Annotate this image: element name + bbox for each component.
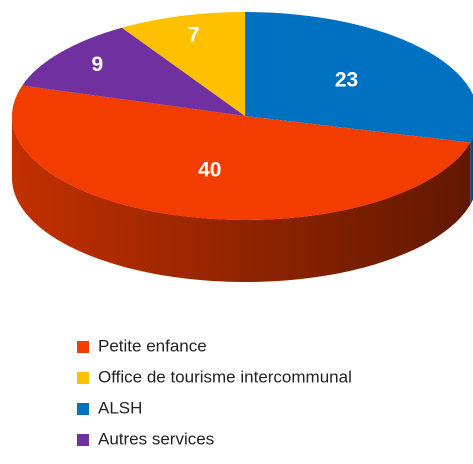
slice — [22, 27, 246, 116]
legend-swatch — [77, 372, 89, 384]
legend-swatch — [77, 341, 89, 353]
slice-side-shade — [12, 116, 471, 283]
legend-swatch — [77, 434, 89, 446]
slice — [12, 85, 471, 220]
slice — [245, 12, 473, 143]
data-label: 9 — [91, 53, 103, 76]
legend-label: Office de tourisme intercommunal — [98, 367, 352, 386]
data-label: 7 — [188, 24, 200, 47]
legend-label: Autres services — [98, 429, 214, 448]
legend-swatch — [77, 403, 89, 415]
data-label: 40 — [198, 159, 221, 182]
slice — [121, 12, 245, 116]
slice-side-shade — [470, 137, 473, 205]
legend-label: ALSH — [98, 398, 142, 417]
data-label: 23 — [335, 69, 358, 92]
legend-label: Petite enfance — [98, 336, 207, 355]
